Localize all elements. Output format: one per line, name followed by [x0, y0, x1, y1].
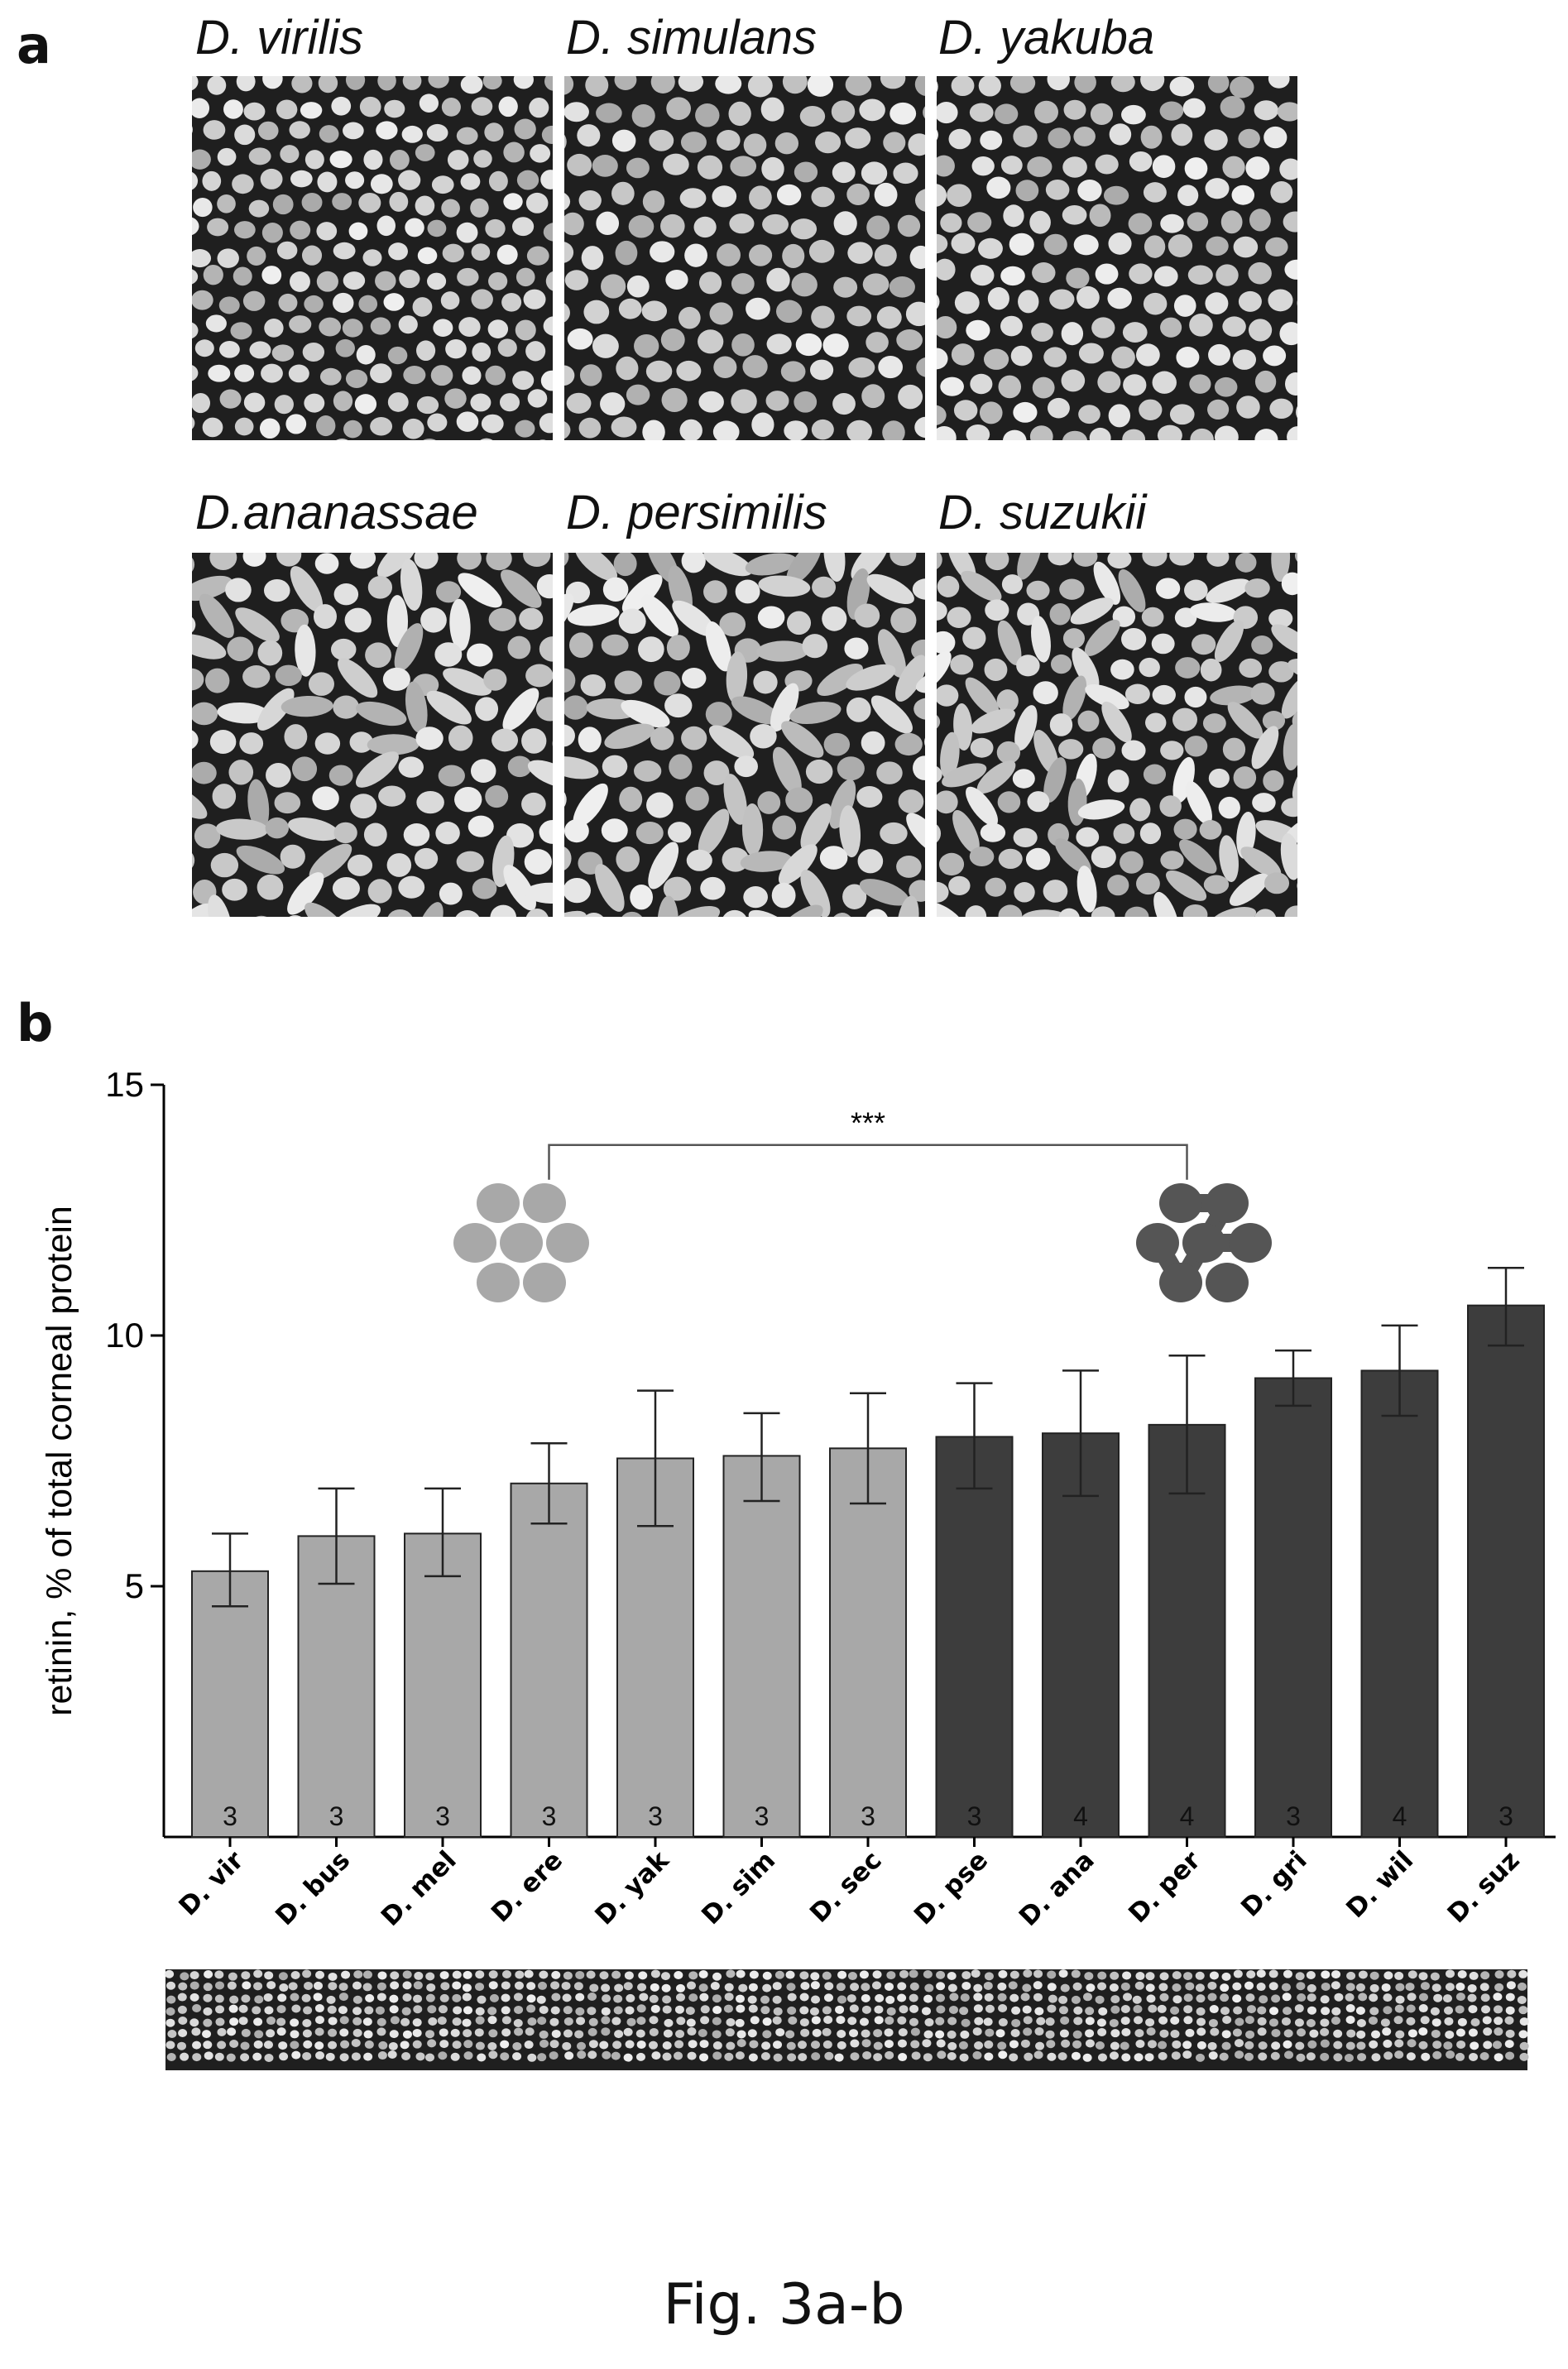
figure-caption: Fig. 3a-b — [663, 2272, 905, 2338]
category-label: D. per — [1123, 1845, 1206, 1929]
nipple-texture — [192, 553, 553, 917]
sample-size-label: 3 — [329, 1801, 344, 1831]
bar — [404, 1532, 482, 1838]
bar — [297, 1535, 376, 1839]
species-label-persimilis: D. persimilis — [566, 486, 827, 539]
species-label-ananassae: D.ananassae — [195, 486, 478, 539]
micrograph-strip — [165, 1969, 1529, 2070]
category-label: D. vir — [173, 1845, 250, 1922]
panel-a-letter: a — [17, 15, 51, 75]
micrograph-simulans — [564, 76, 925, 440]
category-label: D. pse — [909, 1845, 994, 1930]
nipple-texture — [564, 76, 925, 440]
bar — [191, 1570, 269, 1838]
sample-size-label: 3 — [223, 1801, 237, 1831]
category-label: D. bus — [270, 1845, 356, 1931]
micrograph-ananassae — [192, 553, 553, 917]
category-label: D. sec — [804, 1845, 888, 1929]
sample-size-label: 4 — [1180, 1801, 1195, 1831]
nipple-texture — [937, 553, 1297, 917]
micrograph-suzukii — [937, 553, 1297, 917]
category-label: D. wil — [1340, 1845, 1419, 1924]
sample-size-label: 3 — [1286, 1801, 1301, 1831]
bar — [1467, 1304, 1545, 1838]
species-label-virilis: D. virilis — [195, 11, 363, 65]
bar-chart: retinin, % of total corneal protein 5 10 15… — [40, 1065, 1556, 2070]
bar — [1254, 1377, 1332, 1838]
species-label-yakuba: D. yakuba — [938, 11, 1155, 65]
category-label: D. gri — [1235, 1845, 1313, 1923]
sample-size-label: 3 — [1498, 1801, 1513, 1831]
y-tick-label: 10 — [105, 1316, 144, 1355]
y-tick-label: 15 — [105, 1065, 144, 1104]
bar — [935, 1436, 1014, 1838]
sample-size-label: 3 — [755, 1801, 770, 1831]
panel-b-letter: b — [17, 993, 54, 1053]
bar — [829, 1447, 907, 1838]
bar — [1042, 1432, 1120, 1838]
category-label: D. mel — [376, 1845, 463, 1932]
y-axis-title: retinin, % of total corneal protein — [40, 1206, 79, 1716]
significance-bracket — [548, 1144, 1188, 1180]
micrograph-virilis — [192, 76, 553, 440]
bar — [1360, 1369, 1439, 1839]
nipple-texture — [937, 76, 1297, 440]
fused-nipples-icon — [1136, 1183, 1272, 1302]
category-label: D. sim — [696, 1845, 781, 1930]
species-label-suzukii: D. suzukii — [938, 486, 1147, 539]
sample-size-label: 3 — [435, 1801, 450, 1831]
category-label: D. suz — [1442, 1845, 1526, 1929]
micrograph-yakuba — [937, 76, 1297, 440]
sample-size-label: 3 — [967, 1801, 982, 1831]
species-label-simulans: D. simulans — [566, 11, 817, 65]
significance-label: *** — [851, 1106, 885, 1140]
y-tick-label: 5 — [125, 1566, 144, 1605]
sample-size-label: 4 — [1073, 1801, 1088, 1831]
bar — [722, 1455, 801, 1838]
sample-size-label: 4 — [1393, 1801, 1407, 1831]
sample-size-label: 3 — [648, 1801, 663, 1831]
separate-nipples-icon — [453, 1183, 589, 1302]
bar — [510, 1482, 588, 1839]
sample-size-label: 3 — [542, 1801, 557, 1831]
category-label: D. ana — [1014, 1845, 1100, 1932]
micrograph-persimilis — [564, 553, 925, 917]
nipple-texture — [564, 553, 925, 917]
nipple-texture — [192, 76, 553, 440]
category-label: D. yak — [589, 1844, 675, 1930]
sample-size-label: 3 — [861, 1801, 875, 1831]
category-label: D. ere — [486, 1845, 568, 1928]
